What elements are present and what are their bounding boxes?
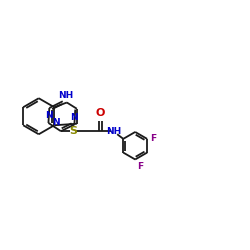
Text: F: F	[150, 134, 156, 143]
Text: N: N	[52, 118, 59, 128]
Text: NH: NH	[106, 127, 121, 136]
Text: N: N	[70, 112, 78, 122]
Text: NH: NH	[58, 90, 73, 100]
Text: N: N	[46, 111, 53, 120]
Text: O: O	[96, 108, 105, 118]
Text: F: F	[137, 162, 143, 172]
Text: S: S	[69, 126, 77, 136]
